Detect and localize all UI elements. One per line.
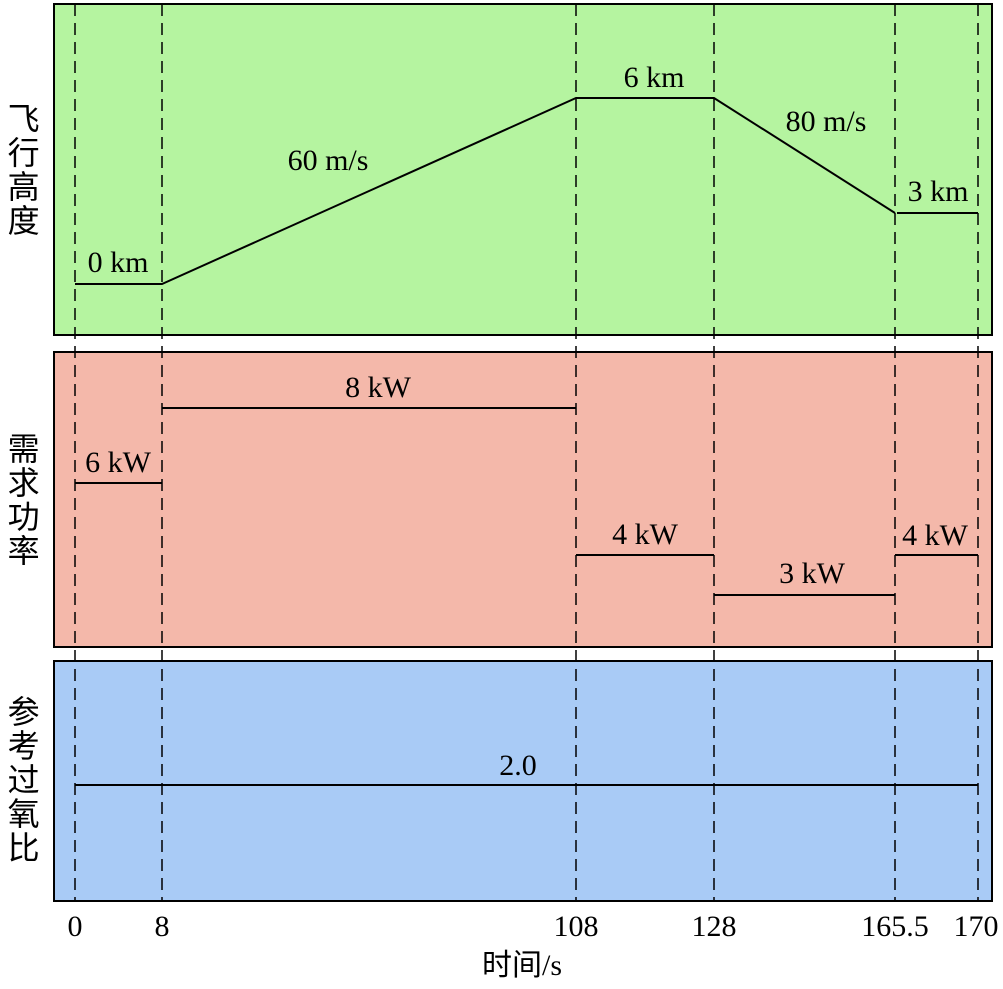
annotation: 0 km: [88, 246, 149, 279]
altitude-profile: [75, 97, 896, 285]
annotation: 4 kW: [612, 518, 679, 551]
x-tick-label: 108: [554, 910, 599, 943]
x-tick-label: 170: [954, 910, 999, 943]
annotation: 4 kW: [902, 519, 969, 552]
panel-label: 飞行高度: [4, 102, 40, 238]
power-panel: [53, 351, 993, 648]
annotation: 2.0: [499, 749, 537, 782]
panel-label: 需求功率: [4, 432, 40, 568]
annotation: 3 kW: [779, 557, 846, 590]
oxygen-ratio-panel: [53, 660, 993, 902]
altitude-panel: [53, 3, 993, 336]
annotation: 80 m/s: [786, 105, 867, 138]
annotation: 6 kW: [85, 446, 152, 479]
x-tick-label: 0: [68, 910, 83, 943]
panel-label: 参考过氧比: [4, 695, 40, 865]
annotation: 8 kW: [345, 371, 412, 404]
annotation: 3 km: [908, 175, 969, 208]
annotation: 60 m/s: [288, 144, 369, 177]
dashed-guides: [74, 4, 979, 901]
x-tick-label: 8: [155, 910, 170, 943]
x-tick-label: 128: [692, 910, 737, 943]
annotation: 6 km: [624, 61, 685, 94]
x-axis-label: 时间/s: [482, 949, 562, 982]
x-tick-label: 165.5: [861, 910, 929, 943]
